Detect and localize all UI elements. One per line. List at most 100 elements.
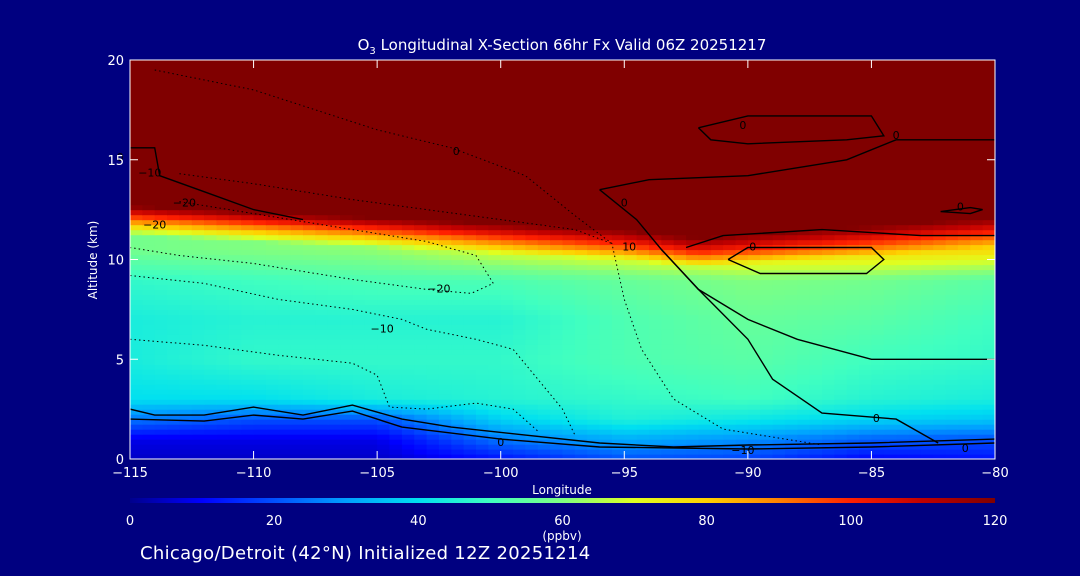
field-cell bbox=[352, 204, 366, 211]
field-cell bbox=[265, 249, 279, 256]
field-cell bbox=[278, 164, 292, 171]
field-cell bbox=[747, 374, 761, 380]
field-cell bbox=[228, 424, 242, 430]
field-cell bbox=[191, 354, 205, 360]
field-cell bbox=[760, 189, 774, 196]
field-cell bbox=[142, 374, 156, 380]
field-cell bbox=[747, 104, 761, 111]
field-cell bbox=[327, 229, 341, 236]
field-cell bbox=[352, 454, 366, 459]
field-cell bbox=[636, 324, 650, 330]
field-cell bbox=[179, 294, 193, 300]
field-cell bbox=[698, 299, 712, 305]
field-cell bbox=[315, 239, 329, 246]
field-cell bbox=[265, 189, 279, 196]
field-cell bbox=[278, 184, 292, 191]
field-cell bbox=[278, 154, 292, 161]
field-cell bbox=[772, 279, 786, 285]
field-cell bbox=[204, 419, 218, 425]
field-cell bbox=[389, 374, 403, 380]
field-cell bbox=[673, 149, 687, 156]
field-cell bbox=[822, 384, 835, 390]
field-cell bbox=[784, 129, 798, 136]
field-cell bbox=[784, 264, 798, 271]
field-cell bbox=[883, 229, 897, 236]
field-cell bbox=[723, 424, 737, 430]
field-cell bbox=[537, 259, 551, 266]
field-cell bbox=[265, 224, 279, 231]
field-cell bbox=[426, 429, 440, 435]
field-cell bbox=[698, 289, 712, 295]
field-cell bbox=[587, 299, 601, 305]
field-cell bbox=[982, 404, 995, 410]
field-cell bbox=[698, 439, 712, 445]
field-cell bbox=[463, 339, 477, 345]
field-cell bbox=[179, 214, 193, 221]
field-cell bbox=[784, 249, 798, 256]
field-cell bbox=[686, 234, 700, 241]
field-cell bbox=[438, 389, 452, 395]
field-cell bbox=[167, 139, 181, 146]
field-cell bbox=[265, 129, 279, 136]
field-cell bbox=[525, 104, 539, 111]
field-cell bbox=[438, 174, 452, 181]
field-cell bbox=[303, 284, 316, 290]
field-cell bbox=[265, 254, 279, 261]
field-cell bbox=[735, 324, 749, 330]
field-cell bbox=[735, 214, 749, 221]
field-cell bbox=[686, 319, 700, 325]
field-cell bbox=[945, 409, 959, 415]
field-cell bbox=[649, 164, 662, 171]
field-cell bbox=[167, 284, 181, 290]
field-cell bbox=[661, 244, 675, 251]
field-cell bbox=[537, 149, 551, 156]
field-cell bbox=[500, 179, 514, 186]
field-cell bbox=[216, 439, 230, 445]
field-cell bbox=[698, 424, 712, 430]
field-cell bbox=[945, 249, 959, 256]
field-cell bbox=[463, 134, 477, 141]
field-cell bbox=[587, 259, 601, 266]
field-cell bbox=[797, 174, 811, 181]
field-cell bbox=[364, 384, 378, 390]
field-cell bbox=[303, 139, 316, 146]
field-cell bbox=[179, 364, 193, 370]
field-cell bbox=[562, 319, 576, 325]
field-cell bbox=[636, 239, 650, 246]
field-cell bbox=[537, 319, 551, 325]
field-cell bbox=[142, 159, 156, 166]
field-cell bbox=[463, 344, 477, 350]
field-cell bbox=[228, 139, 242, 146]
field-cell bbox=[883, 214, 897, 221]
field-cell bbox=[278, 129, 292, 136]
field-cell bbox=[290, 99, 304, 106]
field-cell bbox=[784, 434, 798, 440]
field-cell bbox=[846, 369, 860, 375]
field-cell bbox=[550, 389, 564, 395]
field-cell bbox=[883, 204, 897, 211]
field-cell bbox=[525, 434, 539, 440]
field-cell bbox=[130, 384, 143, 390]
field-cell bbox=[290, 449, 304, 455]
field-cell bbox=[920, 334, 934, 340]
field-cell bbox=[859, 409, 873, 415]
field-cell bbox=[883, 359, 897, 365]
field-cell bbox=[735, 224, 749, 231]
field-cell bbox=[772, 254, 786, 261]
field-cell bbox=[822, 109, 835, 116]
field-cell bbox=[191, 189, 205, 196]
field-cell bbox=[241, 389, 255, 395]
field-cell bbox=[611, 244, 625, 251]
field-cell bbox=[896, 284, 910, 290]
field-cell bbox=[265, 214, 279, 221]
field-cell bbox=[945, 314, 959, 320]
field-cell bbox=[649, 244, 662, 251]
field-cell bbox=[525, 444, 539, 450]
chart-title-subscript: 3 bbox=[369, 46, 375, 57]
field-cell bbox=[389, 309, 403, 315]
field-cell bbox=[253, 449, 267, 455]
field-cell bbox=[673, 229, 687, 236]
field-cell bbox=[414, 354, 428, 360]
field-cell bbox=[772, 419, 786, 425]
field-cell bbox=[686, 344, 700, 350]
